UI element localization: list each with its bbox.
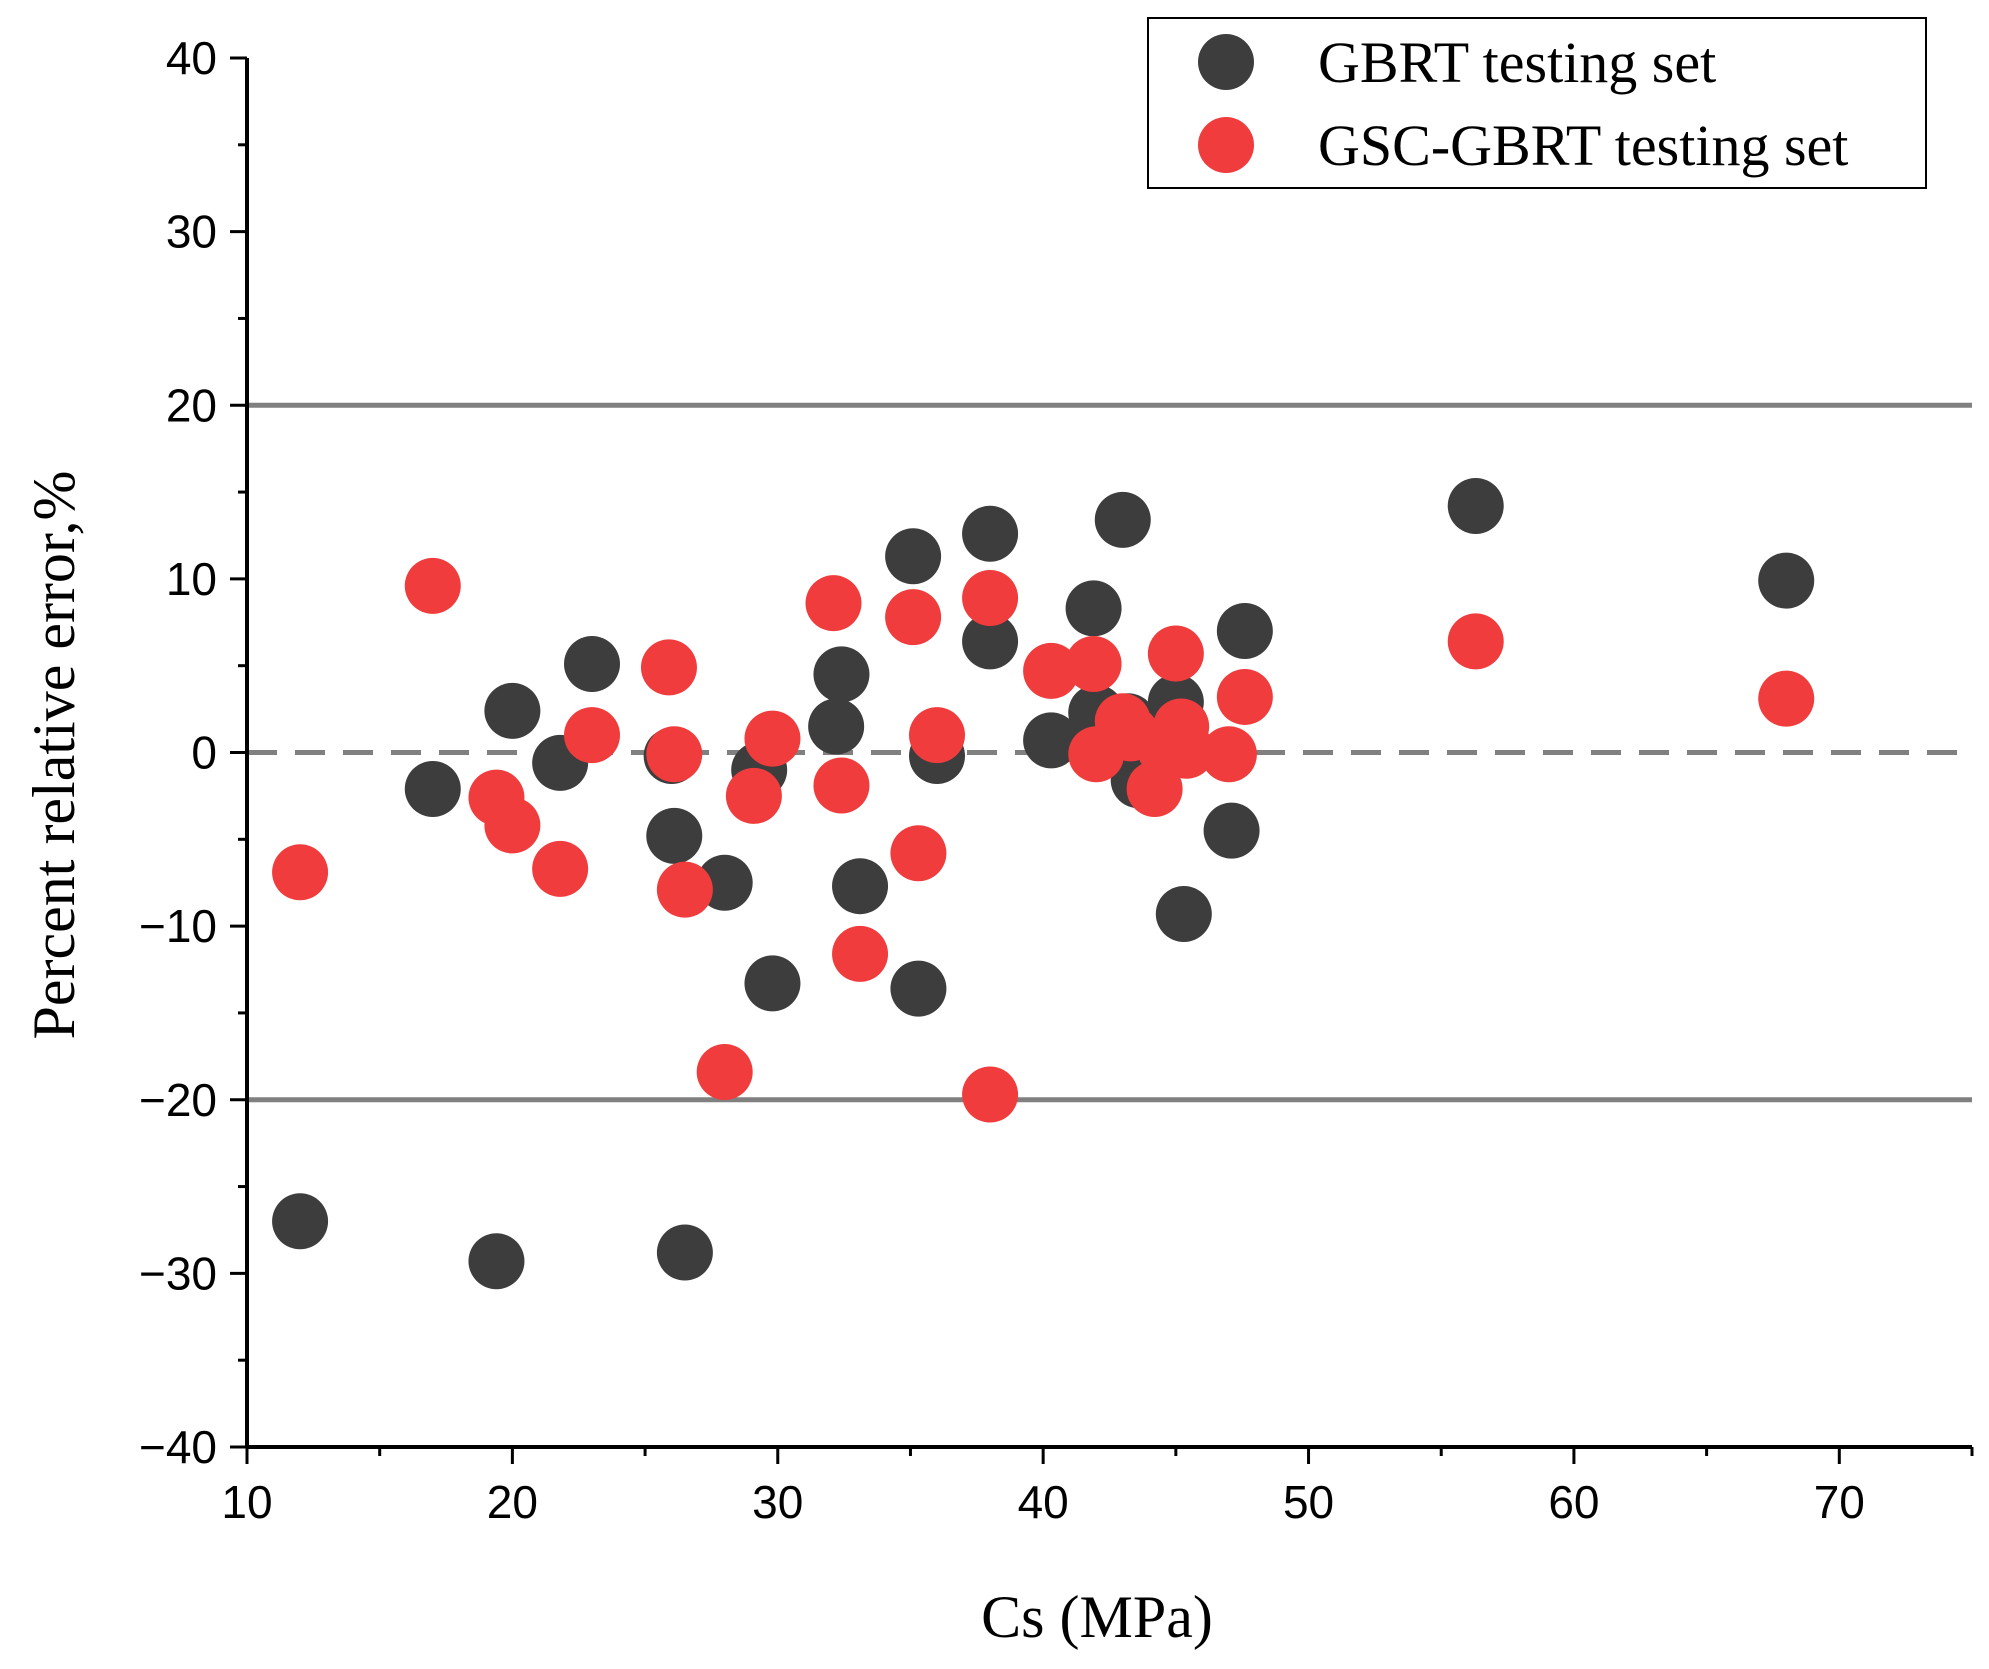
gsc-gbrt-testing-set-point xyxy=(404,557,461,614)
x-tick-label: 50 xyxy=(1283,1476,1334,1528)
gbrt-testing-set-point xyxy=(404,760,461,817)
gbrt-testing-set-point xyxy=(832,858,889,915)
gbrt-testing-set-point xyxy=(962,505,1019,562)
y-tick-label: −40 xyxy=(139,1421,217,1473)
gsc-gbrt-testing-set-point xyxy=(885,589,942,646)
gsc-gbrt-testing-set-point xyxy=(656,861,713,918)
gbrt-testing-set-point xyxy=(885,528,942,585)
gsc-gbrt-testing-set-point xyxy=(272,844,329,901)
gsc-gbrt-testing-set-point xyxy=(832,925,889,982)
gsc-gbrt-testing-set-point xyxy=(532,840,589,897)
legend-label-gsc-gbrt: GSC-GBRT testing set xyxy=(1318,113,1848,178)
gsc-gbrt-testing-set-point xyxy=(1065,635,1122,692)
gsc-gbrt-testing-set-point xyxy=(1216,668,1273,725)
gbrt-testing-set-point xyxy=(1094,491,1151,548)
data-points xyxy=(272,477,1815,1290)
x-tick-label: 70 xyxy=(1814,1476,1865,1528)
legend-marker-gsc-gbrt xyxy=(1198,117,1254,173)
gbrt-testing-set-point xyxy=(744,955,801,1012)
gbrt-testing-set-point xyxy=(1023,712,1080,769)
gsc-gbrt-testing-set-point xyxy=(1447,613,1504,670)
gsc-gbrt-testing-set-point xyxy=(890,825,947,882)
legend-marker-gbrt xyxy=(1198,34,1254,90)
x-tick-label: 20 xyxy=(487,1476,538,1528)
y-axis-title: Percent relative error,% xyxy=(21,471,87,1040)
gsc-gbrt-testing-set-point xyxy=(696,1043,753,1100)
gsc-gbrt-testing-set-point xyxy=(564,707,620,764)
gsc-gbrt-testing-set-point xyxy=(909,707,965,764)
gbrt-testing-set-point xyxy=(962,613,1019,670)
gbrt-testing-set-point xyxy=(1155,885,1212,942)
x-tick-label: 60 xyxy=(1548,1476,1599,1528)
gbrt-testing-set-point xyxy=(808,698,865,755)
gsc-gbrt-testing-set-point xyxy=(646,726,703,783)
gbrt-testing-set-point xyxy=(1447,477,1504,534)
gsc-gbrt-testing-set-point xyxy=(640,639,697,696)
gsc-gbrt-testing-set-point xyxy=(1200,726,1257,783)
gbrt-testing-set-point xyxy=(890,960,947,1017)
gsc-gbrt-testing-set-point xyxy=(744,710,801,767)
gsc-gbrt-testing-set-point xyxy=(1758,670,1815,727)
gbrt-testing-set-point xyxy=(564,635,620,692)
x-tick-label: 10 xyxy=(221,1476,272,1528)
gsc-gbrt-testing-set-point xyxy=(962,569,1019,626)
y-tick-label: 0 xyxy=(191,727,217,779)
gbrt-testing-set-point xyxy=(272,1193,329,1250)
legend: GBRT testing set GSC-GBRT testing set xyxy=(1147,17,1927,189)
y-tick-label: −10 xyxy=(139,900,217,952)
gbrt-testing-set-point xyxy=(813,646,870,703)
gbrt-testing-set-point xyxy=(468,1233,525,1290)
gsc-gbrt-testing-set-point xyxy=(805,575,862,632)
y-tick-label: 40 xyxy=(166,32,217,84)
gsc-gbrt-testing-set-point xyxy=(1023,642,1080,699)
y-tick-label: 20 xyxy=(166,379,217,431)
axes: −40 −30 −20 −10 0 10 20 30 40 10 20 30 40 50 60 70 xyxy=(139,32,1974,1528)
reference-lines xyxy=(247,402,1972,1103)
gbrt-testing-set-point xyxy=(484,682,541,739)
gbrt-testing-set-point xyxy=(656,1224,713,1281)
gsc-gbrt-testing-set-point xyxy=(1158,722,1215,779)
legend-label-gbrt: GBRT testing set xyxy=(1318,30,1716,95)
x-tick-label: 30 xyxy=(752,1476,803,1528)
gbrt-testing-set-point xyxy=(1065,580,1122,637)
gsc-gbrt-testing-set-point xyxy=(813,757,870,814)
gsc-gbrt-testing-set-point xyxy=(1147,625,1204,682)
y-tick-label: 10 xyxy=(166,553,217,605)
x-axis-title: Cs (MPa) xyxy=(981,1584,1213,1650)
gbrt-testing-set-point xyxy=(646,807,703,864)
y-tick-label: −20 xyxy=(139,1074,217,1126)
gbrt-testing-set-point xyxy=(1758,552,1815,609)
x-tick-label: 40 xyxy=(1018,1476,1069,1528)
gsc-gbrt-testing-set-point xyxy=(484,797,541,854)
y-tick-label: 30 xyxy=(166,206,217,258)
gbrt-testing-set-point xyxy=(1216,602,1273,659)
y-tick-label: −30 xyxy=(139,1247,217,1299)
gbrt-testing-set-point xyxy=(1203,802,1260,859)
gsc-gbrt-testing-set-point xyxy=(962,1066,1019,1123)
legend-box xyxy=(1147,17,1927,189)
gsc-gbrt-testing-set-point xyxy=(725,767,782,824)
